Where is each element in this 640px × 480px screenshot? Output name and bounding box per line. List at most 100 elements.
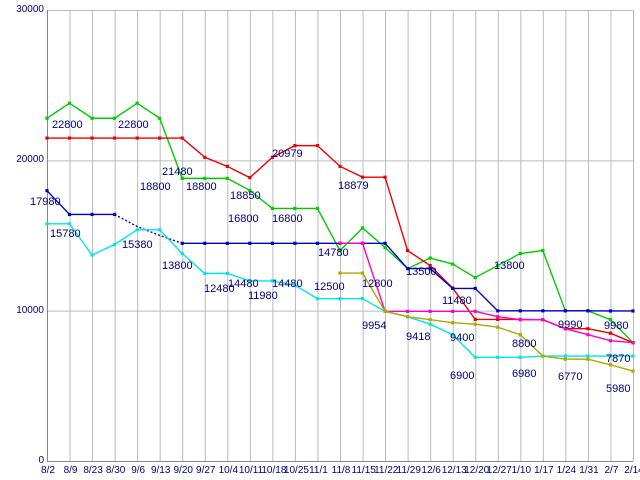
data-point-cyan	[45, 222, 49, 226]
x-tick-label: 10/25	[283, 465, 309, 476]
data-point-magenta	[406, 309, 410, 313]
data-point-blue	[518, 309, 522, 313]
data-point-magenta	[451, 309, 455, 313]
data-point-green	[428, 256, 432, 260]
data-point-cyan	[248, 279, 252, 283]
data-point-magenta	[338, 241, 342, 245]
x-tick-label: 1/24	[556, 465, 577, 476]
data-point-blue	[180, 241, 184, 245]
point-value-label: 21480	[162, 166, 193, 178]
point-value-label: 15380	[122, 239, 153, 251]
y-tick-label: 30000	[16, 4, 44, 15]
data-point-red	[608, 331, 613, 335]
data-point-green	[315, 206, 320, 211]
data-point-green	[383, 245, 387, 250]
data-point-cyan	[293, 283, 297, 287]
data-point-blue	[45, 189, 49, 193]
data-point-red	[338, 164, 342, 168]
point-value-label: 5980	[606, 383, 631, 395]
data-point-red	[225, 164, 229, 168]
point-value-label: 9990	[558, 319, 583, 331]
data-point-olive	[473, 322, 477, 326]
point-value-label: 16800	[228, 213, 259, 225]
gridlines	[47, 10, 634, 462]
point-value-label: 12800	[362, 278, 393, 290]
data-point-cyan	[270, 279, 274, 283]
x-tick-label: 10/18	[261, 465, 287, 476]
point-value-label: 17980	[30, 196, 61, 208]
data-point-green	[270, 206, 274, 211]
data-point-blue	[383, 241, 387, 245]
data-point-olive	[383, 309, 387, 313]
data-point-blue	[90, 212, 94, 217]
data-point-blue	[225, 241, 229, 245]
x-tick-label: 8/30	[105, 465, 126, 476]
data-point-cyan	[135, 228, 139, 232]
data-point-cyan	[496, 355, 500, 359]
series-line-blue	[114, 213, 183, 244]
data-point-blue	[496, 309, 500, 313]
x-tick-label: 9/13	[150, 465, 171, 476]
data-point-magenta	[473, 309, 477, 313]
x-tick-label: 1/31	[579, 465, 599, 476]
point-value-label: 12500	[314, 281, 345, 293]
data-point-olive	[428, 318, 432, 322]
data-point-red	[586, 327, 590, 331]
data-point-cyan	[473, 355, 477, 359]
data-point-blue	[608, 309, 613, 313]
data-point-magenta	[586, 333, 590, 337]
data-point-cyan	[158, 228, 162, 232]
point-value-label: 18879	[338, 180, 369, 192]
point-value-label: 8800	[512, 338, 537, 350]
data-point-red	[45, 136, 49, 140]
data-point-cyan	[451, 333, 455, 337]
data-point-green	[293, 206, 297, 211]
point-value-label: 22800	[118, 119, 149, 131]
point-value-label: 14780	[318, 247, 349, 259]
data-point-red	[180, 136, 184, 140]
data-point-red	[270, 155, 274, 159]
data-point-green	[225, 176, 229, 180]
point-value-label: 14480	[272, 278, 303, 290]
data-point-green	[473, 275, 477, 280]
point-value-label: 16800	[272, 213, 303, 225]
point-value-label: 9954	[362, 320, 387, 332]
data-point-magenta	[563, 327, 567, 331]
point-value-label: 9400	[450, 332, 475, 344]
data-point-cyan	[563, 354, 567, 358]
point-value-label: 6770	[558, 371, 583, 383]
series-line-magenta	[340, 242, 634, 344]
data-point-blue	[270, 241, 274, 245]
data-point-red	[315, 144, 320, 148]
data-point-olive	[631, 369, 635, 373]
data-point-green	[338, 248, 342, 253]
data-point-red	[383, 175, 387, 179]
point-value-label: 11980	[248, 290, 278, 302]
data-point-red	[67, 136, 72, 140]
x-tick-label: 12/20	[464, 465, 490, 476]
data-point-blue	[203, 241, 207, 245]
data-point-cyan	[67, 222, 72, 226]
x-tick-label: 9/6	[131, 465, 146, 476]
data-point-red	[158, 136, 162, 140]
y-tick-label: 0	[38, 455, 44, 466]
x-tick-label: 11/8	[331, 465, 351, 476]
data-point-red	[406, 248, 410, 253]
data-point-blue	[631, 309, 635, 313]
point-value-label: 13800	[494, 260, 525, 272]
data-point-blue	[406, 266, 410, 271]
point-value-label: 13800	[162, 260, 193, 272]
data-point-red	[473, 317, 477, 322]
x-tick-label: 10/4	[218, 465, 239, 476]
point-value-label: 7870	[606, 353, 631, 365]
data-point-green	[518, 251, 522, 256]
point-value-label: 18800	[140, 181, 171, 193]
data-point-blue	[113, 212, 117, 217]
x-tick-label: 12/27	[486, 465, 512, 476]
point-value-label: 18850	[230, 190, 261, 202]
x-tick-label: 11/15	[351, 465, 376, 476]
x-tick-label: 9/20	[173, 465, 193, 476]
x-tick-label: 12/13	[441, 465, 467, 476]
x-tick-label: 10/11	[238, 465, 264, 476]
